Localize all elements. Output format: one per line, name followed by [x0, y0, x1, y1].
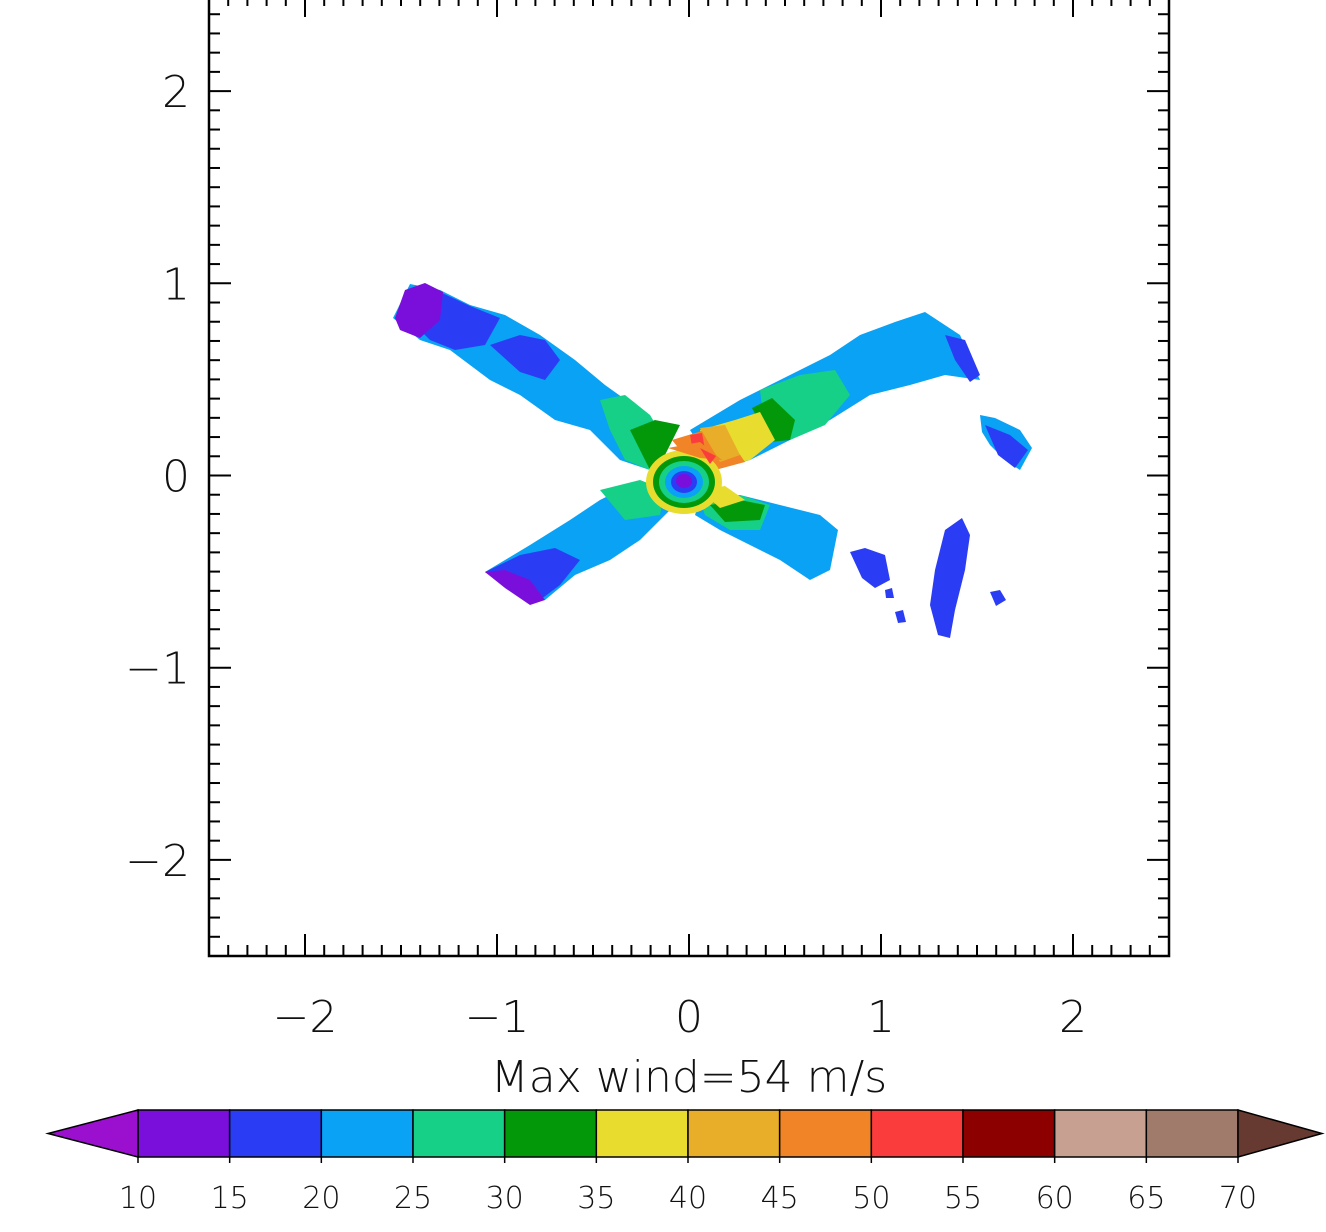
colorbar-label: 55 — [944, 1181, 982, 1216]
east-cell-3 — [850, 548, 890, 588]
x-tick-label: −1 — [465, 992, 530, 1043]
colorbar-swatch — [595, 1109, 689, 1158]
y-tick-label: −2 — [125, 836, 190, 887]
colorbar-label: 60 — [1036, 1181, 1074, 1216]
east-cell-5 — [895, 610, 906, 623]
y-tick-label: −1 — [125, 644, 190, 695]
axis-ticks — [208, 0, 1170, 957]
core-violet — [676, 474, 692, 488]
colorbar-label: 20 — [302, 1181, 340, 1216]
nw-arm-violet — [395, 283, 443, 338]
colorbar-label: 70 — [1219, 1181, 1257, 1216]
colorbar-swatch — [778, 1109, 873, 1158]
colorbar-label: 30 — [486, 1181, 524, 1216]
colorbar-label: 10 — [119, 1181, 157, 1216]
colorbar-label: 45 — [761, 1181, 799, 1216]
x-tick-labels: −2 −1 0 1 2 — [273, 992, 1087, 1043]
ne-tip-blue — [945, 335, 980, 382]
colorbar-swatch — [962, 1109, 1056, 1158]
x-tick-label: −2 — [273, 992, 338, 1043]
nw-arm-dgreen — [630, 420, 680, 470]
sw-arm-violet — [485, 570, 545, 605]
colorbar-swatch — [1053, 1109, 1148, 1158]
x-tick-label: 1 — [867, 992, 895, 1043]
colorbar-under-arrow — [45, 1109, 139, 1158]
east-cell-4 — [990, 590, 1006, 606]
colorbar-label: 50 — [852, 1181, 890, 1216]
nw-arm-blue-patch — [490, 335, 560, 380]
max-wind-caption: Max wind=54 m/s — [491, 1052, 887, 1103]
y-tick-label: 2 — [162, 67, 190, 118]
wind-field-shading — [393, 283, 1032, 638]
colorbar-swatch — [137, 1109, 231, 1158]
colorbar-swatch — [320, 1109, 414, 1158]
colorbar-swatch — [412, 1109, 506, 1158]
east-cell-6 — [885, 588, 894, 598]
colorbar-swatch — [503, 1109, 598, 1158]
colorbar-swatch — [228, 1109, 323, 1158]
colorbar-labels: 10 15 20 25 30 35 40 45 50 55 60 65 70 — [119, 1181, 1257, 1216]
colorbar — [45, 1109, 1325, 1163]
y-tick-label: 1 — [162, 259, 190, 310]
east-cell-2 — [930, 518, 970, 638]
east-cell-1b — [985, 425, 1028, 468]
colorbar-label: 40 — [669, 1181, 707, 1216]
colorbar-label: 65 — [1127, 1181, 1165, 1216]
x-tick-label: 2 — [1059, 992, 1087, 1043]
ne-arm-lightorange — [700, 425, 740, 462]
colorbar-swatch — [1145, 1109, 1239, 1158]
x-tick-label: 0 — [675, 992, 703, 1043]
ne-arm-dgreen — [752, 398, 795, 442]
colorbar-over-arrow — [1237, 1109, 1325, 1158]
core-red — [700, 448, 716, 464]
y-tick-label: 0 — [162, 452, 190, 503]
colorbar-label: 35 — [577, 1181, 615, 1216]
colorbar-swatch — [870, 1109, 964, 1158]
colorbar-swatch — [687, 1109, 781, 1158]
colorbar-label: 25 — [394, 1181, 432, 1216]
y-tick-labels: 2 1 0 −1 −2 — [125, 67, 190, 887]
colorbar-label: 15 — [211, 1181, 249, 1216]
